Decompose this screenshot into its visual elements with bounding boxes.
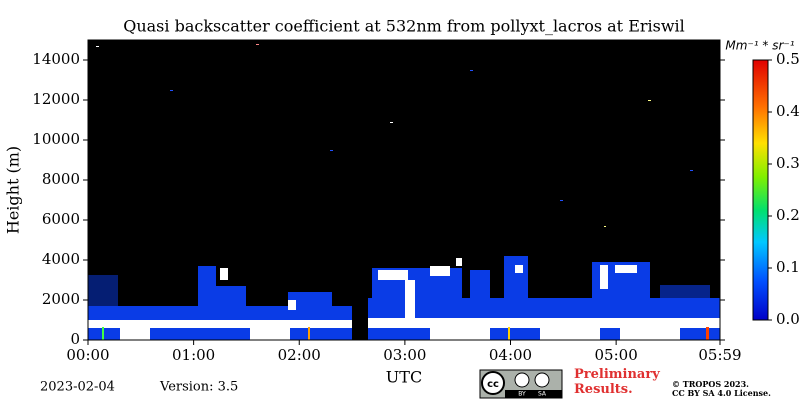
chart-title: Quasi backscatter coefficient at 532nm f… <box>123 17 685 36</box>
y-axis-label: Height (m) <box>4 146 23 234</box>
colorbar <box>752 59 769 321</box>
x-tick-label: 04:00 <box>489 346 532 364</box>
colorbar-tick-label: 0.4 <box>776 102 800 120</box>
by-text: BY <box>518 391 526 398</box>
x-tick-label: 05:00 <box>595 346 638 364</box>
cc-logo: cc BY SA <box>479 369 563 399</box>
y-tick-label: 10000 <box>32 130 80 148</box>
noise <box>96 44 709 340</box>
colorbar-tick-label: 0.0 <box>776 310 800 328</box>
date: 2023-02-04 <box>40 380 115 395</box>
heatmap <box>88 40 720 340</box>
copyright: © TROPOS 2023. <box>672 379 749 389</box>
y-tick-label: 12000 <box>32 90 80 108</box>
version: Version: 3.5 <box>159 380 238 395</box>
cloud <box>88 258 720 340</box>
colorbar-tick-label: 0.2 <box>776 206 800 224</box>
x-tick-label: 02:00 <box>278 346 321 364</box>
colorbar-tick-label: 0.3 <box>776 154 800 172</box>
preliminary-box: Preliminary Results. <box>574 367 660 397</box>
colorbar-label: Mm⁻¹ * sr⁻¹ <box>725 39 794 53</box>
y-tick-label: 8000 <box>42 170 80 188</box>
y-tick-label: 14000 <box>32 50 80 68</box>
y-tick-label: 2000 <box>42 290 80 308</box>
x-tick-label: 03:00 <box>383 346 426 364</box>
license: CC BY SA 4.0 License. <box>672 388 771 398</box>
y-tick-label: 0 <box>70 330 80 348</box>
preliminary: Preliminary Results. <box>574 367 660 397</box>
plot-frame <box>87 39 721 341</box>
y-tick-label: 6000 <box>42 210 80 228</box>
colorbar-tick-label: 0.5 <box>776 50 800 68</box>
colorbar-tick-label: 0.1 <box>776 258 800 276</box>
sa-text: SA <box>538 391 547 398</box>
y-tick-label: 4000 <box>42 250 80 268</box>
x-tick-label: 01:00 <box>172 346 215 364</box>
x-tick-label: 00:00 <box>66 346 109 364</box>
x-tick-label: 05:59 <box>698 346 741 364</box>
x-axis-label: UTC <box>386 368 422 387</box>
cc-text: cc <box>487 379 499 390</box>
